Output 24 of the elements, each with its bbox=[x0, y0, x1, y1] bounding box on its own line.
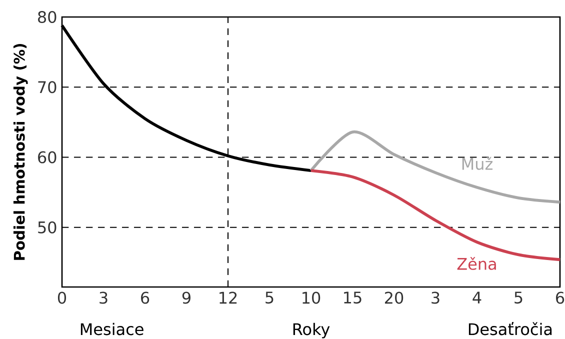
x-tick-label: 5 bbox=[514, 292, 522, 304]
x-tick-label: 20 bbox=[384, 292, 404, 304]
x-tick-label: 15 bbox=[344, 292, 362, 304]
series-label: Zěna bbox=[457, 256, 496, 270]
text: Mesiace bbox=[80, 322, 144, 336]
x-tick-label: 6 bbox=[556, 292, 564, 304]
x-tick-label: 4 bbox=[472, 292, 482, 304]
x-tick-label: 12 bbox=[220, 292, 237, 304]
series-label: Muž bbox=[462, 156, 492, 170]
x-tick-label: 5 bbox=[266, 292, 274, 304]
y-axis-title: Podiel hmotnosti vody (%) bbox=[13, 44, 28, 260]
x-tick-label: 3 bbox=[100, 292, 108, 304]
y-tick-label: 70 bbox=[38, 81, 56, 94]
x-tick-label: 0 bbox=[58, 292, 66, 304]
y-tick-label: 50 bbox=[38, 221, 56, 234]
line-series bbox=[310, 130, 562, 204]
text: Desaťročia bbox=[468, 322, 552, 336]
x-tick-label: 9 bbox=[182, 292, 190, 304]
x-tick-label: 6 bbox=[141, 292, 150, 304]
y-tick-label: 60 bbox=[38, 151, 56, 164]
y-tick-label: 80 bbox=[38, 10, 56, 24]
x-tick-label: 3 bbox=[432, 292, 440, 304]
x-tick-label: 10 bbox=[302, 292, 320, 304]
text: Roky bbox=[293, 322, 330, 338]
